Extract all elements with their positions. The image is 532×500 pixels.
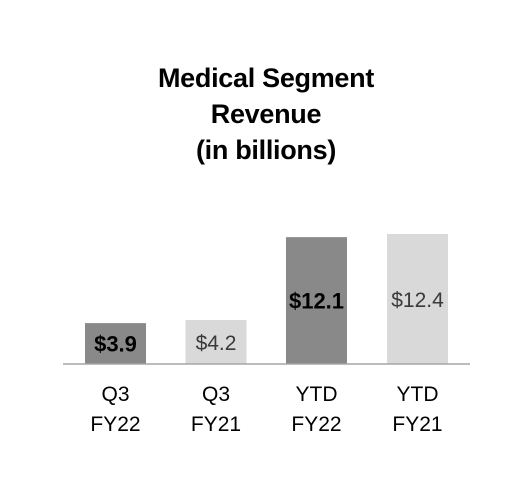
bar-1	[85, 323, 146, 364]
value-label-group: $3.9 $4.2 $12.1 $12.4	[94, 289, 444, 357]
category-label-3-line-2: FY22	[291, 413, 341, 436]
chart-title-line-1: Medical Segment	[157, 63, 375, 93]
chart-title-line-2: Revenue	[210, 99, 322, 129]
category-label-2-line-2: FY21	[191, 413, 241, 436]
bar-group	[85, 234, 448, 364]
chart-title-line-3: (in billions)	[195, 135, 337, 165]
category-label-group: Q3 FY22 Q3 FY21 YTD FY22 YTD FY21	[90, 383, 442, 436]
value-label-1: $3.9	[94, 332, 137, 357]
value-label-2: $4.2	[196, 332, 237, 355]
chart-title: Medical Segment Revenue (in billions)	[0, 60, 532, 168]
category-label-1-line-1: Q3	[101, 383, 129, 406]
value-label-3: $12.1	[289, 289, 344, 314]
category-label-4-line-1: YTD	[397, 383, 439, 406]
bar-4	[387, 234, 448, 364]
category-label-1-line-2: FY22	[90, 413, 140, 436]
category-label-3-line-1: YTD	[296, 383, 338, 406]
category-label-4-line-2: FY21	[392, 413, 442, 436]
value-label-4: $12.4	[391, 289, 444, 312]
category-label-2-line-1: Q3	[202, 383, 230, 406]
bar-3	[286, 237, 347, 364]
bar-2	[185, 319, 247, 364]
